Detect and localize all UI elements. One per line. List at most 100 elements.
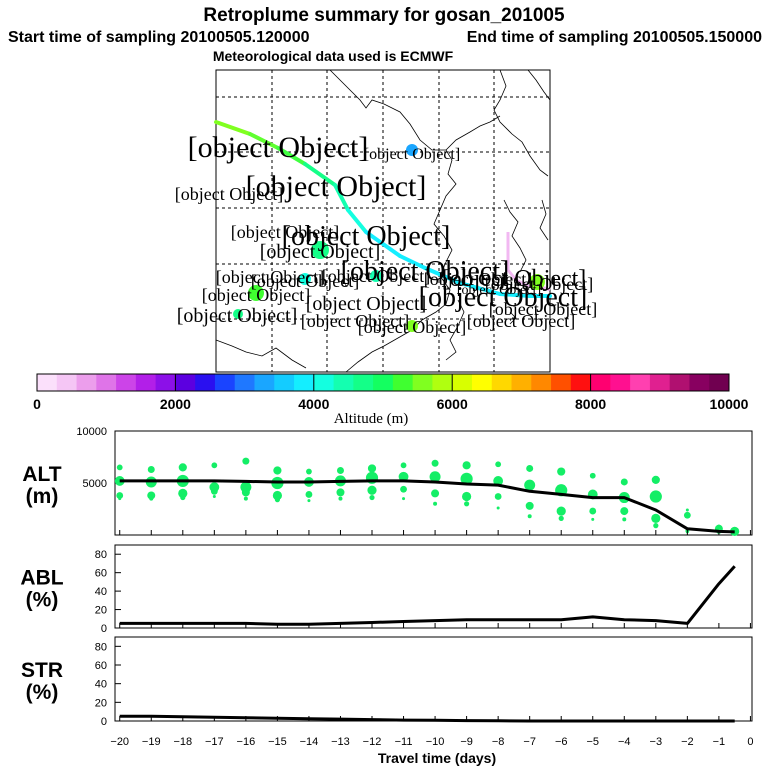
secondary-trajectory-line: [506, 232, 551, 292]
main-trajectory-segment: [458, 281, 502, 296]
altitude-scatter-point: [180, 494, 186, 501]
colorbar-cell: [669, 374, 690, 391]
colorbar-cell: [531, 374, 552, 391]
panel-unit-label: (%): [26, 589, 59, 612]
x-tick-label: −11: [395, 736, 413, 748]
x-tick-label: −6: [555, 736, 568, 748]
main-trajectory-segment: [423, 266, 462, 285]
colorbar-cell: [412, 374, 433, 391]
altitude-scatter-point: [431, 489, 440, 498]
altitude-scatter-point: [622, 517, 627, 522]
x-tick-label: −15: [268, 736, 287, 748]
trajectory-day-label: [object Object]: [175, 184, 283, 204]
trajectory-day-label: [object Object]: [282, 221, 451, 252]
altitude-scatter-point: [147, 491, 156, 500]
colorbar-cell: [274, 374, 295, 391]
altitude-scatter-point: [178, 488, 188, 498]
trajectory-day-label: [object Object]: [358, 317, 466, 337]
altitude-scatter-point: [433, 501, 438, 506]
y-tick-label: 80: [95, 549, 107, 561]
end-time-label: End time of sampling 20100505.150000: [467, 29, 762, 46]
altitude-scatter-point: [147, 465, 155, 473]
main-trajectory-segment: [364, 230, 402, 258]
mean-line: [119, 565, 736, 626]
mean-line: [119, 714, 735, 723]
altitude-scatter-point: [400, 462, 407, 469]
altitude-scatter-point: [493, 476, 504, 486]
colorbar-cell: [353, 374, 374, 391]
colorbar-cell: [491, 374, 513, 391]
colorbar-cell: [709, 374, 730, 391]
colorbar-tick-label: 10000: [710, 396, 749, 412]
altitude-scatter-point: [305, 491, 313, 498]
cluster-dot: [233, 309, 243, 319]
colorbar-ticks: 0 2000 4000 6000 8000 10000: [33, 374, 749, 412]
trajectory-day-label: [object Object]: [216, 267, 324, 287]
altitude-scatter-point: [462, 461, 471, 470]
colorbar-cell: [471, 374, 493, 391]
main-trajectory-segment: [303, 162, 337, 187]
altitude-scatter-point: [525, 501, 534, 510]
cluster-dot: [370, 270, 382, 282]
x-tick-label: −16: [237, 736, 256, 748]
trajectory-map: [object Object][object Object][object Ob…: [175, 69, 597, 373]
altitude-scatter-point: [653, 523, 659, 529]
altitude-scatter-point: [620, 478, 628, 486]
colorbar-cell: [570, 374, 592, 391]
colorbar-cell: [96, 374, 117, 391]
x-tick-label: −17: [205, 736, 224, 748]
panel-frame: [114, 636, 753, 722]
y-tick-label: 10000: [76, 426, 107, 438]
panel-unit-label: (%): [26, 681, 59, 704]
x-tick-label: −13: [331, 736, 350, 748]
colorbar-tick-label: 2000: [160, 396, 191, 412]
x-tick-label: −19: [142, 736, 161, 748]
altitude-scatter-point: [211, 462, 218, 469]
colorbar-cell: [432, 374, 453, 391]
panel-name-label: ALT: [22, 463, 61, 486]
altitude-scatter-point: [273, 466, 282, 475]
main-trajectory-segment: [398, 254, 427, 270]
colorbar-label: Altitude (m): [334, 411, 409, 427]
colorbar-cell: [37, 374, 58, 391]
colorbar-cell: [333, 374, 354, 391]
colorbar-cell: [392, 374, 414, 391]
main-trajectory-segment: [333, 183, 350, 212]
x-tick-label: −7: [523, 736, 536, 748]
colorbar-cell: [649, 374, 671, 391]
start-time-label: Start time of sampling 20100505.120000: [8, 29, 310, 46]
altitude-scatter-point: [402, 497, 406, 501]
trajectory-day-label: [object Object]: [306, 293, 427, 315]
x-tick-label: −1: [713, 736, 726, 748]
colorbar-cell: [452, 374, 473, 391]
met-data-label: Meteorological data used is ECMWF: [213, 48, 454, 64]
altitude-scatter-point: [651, 513, 661, 523]
x-tick-label: −5: [586, 736, 599, 748]
altitude-scatter-point: [526, 464, 534, 472]
altitude-scatter-point: [649, 490, 662, 503]
x-tick-label: −12: [363, 736, 382, 748]
trajectory-day-label: [object Object]: [246, 170, 427, 203]
trajectory-day-label: [object Object]: [442, 266, 587, 292]
altitude-scatter-point: [272, 490, 283, 501]
y-tick-label: 0: [101, 716, 107, 728]
main-trajectory-segment: [214, 120, 252, 136]
cluster-dot: [248, 285, 264, 301]
altitude-scatter-point: [149, 496, 154, 501]
altitude-scatter-point: [210, 487, 218, 495]
altitude-scatter-point: [367, 464, 377, 473]
colorbar-cell: [511, 374, 532, 391]
cluster-dot: [299, 273, 311, 285]
altitude-scatter-point: [116, 464, 123, 471]
altitude-scatter-point: [178, 463, 187, 472]
colorbar-cell: [155, 374, 176, 391]
altitude-scatter-point: [241, 488, 250, 497]
panel-name-label: STR: [21, 659, 63, 682]
colorbar-cell: [313, 374, 335, 391]
cluster-dot: [311, 241, 329, 259]
chart-title: Retroplume summary for gosan_201005: [203, 5, 565, 26]
altitude-colorbar: 0 2000 4000 6000 8000 10000 Altitude (m): [33, 373, 749, 427]
panel-unit-label: (m): [26, 485, 59, 508]
altitude-scatter-point: [398, 471, 409, 482]
y-tick-label: 80: [95, 641, 107, 653]
